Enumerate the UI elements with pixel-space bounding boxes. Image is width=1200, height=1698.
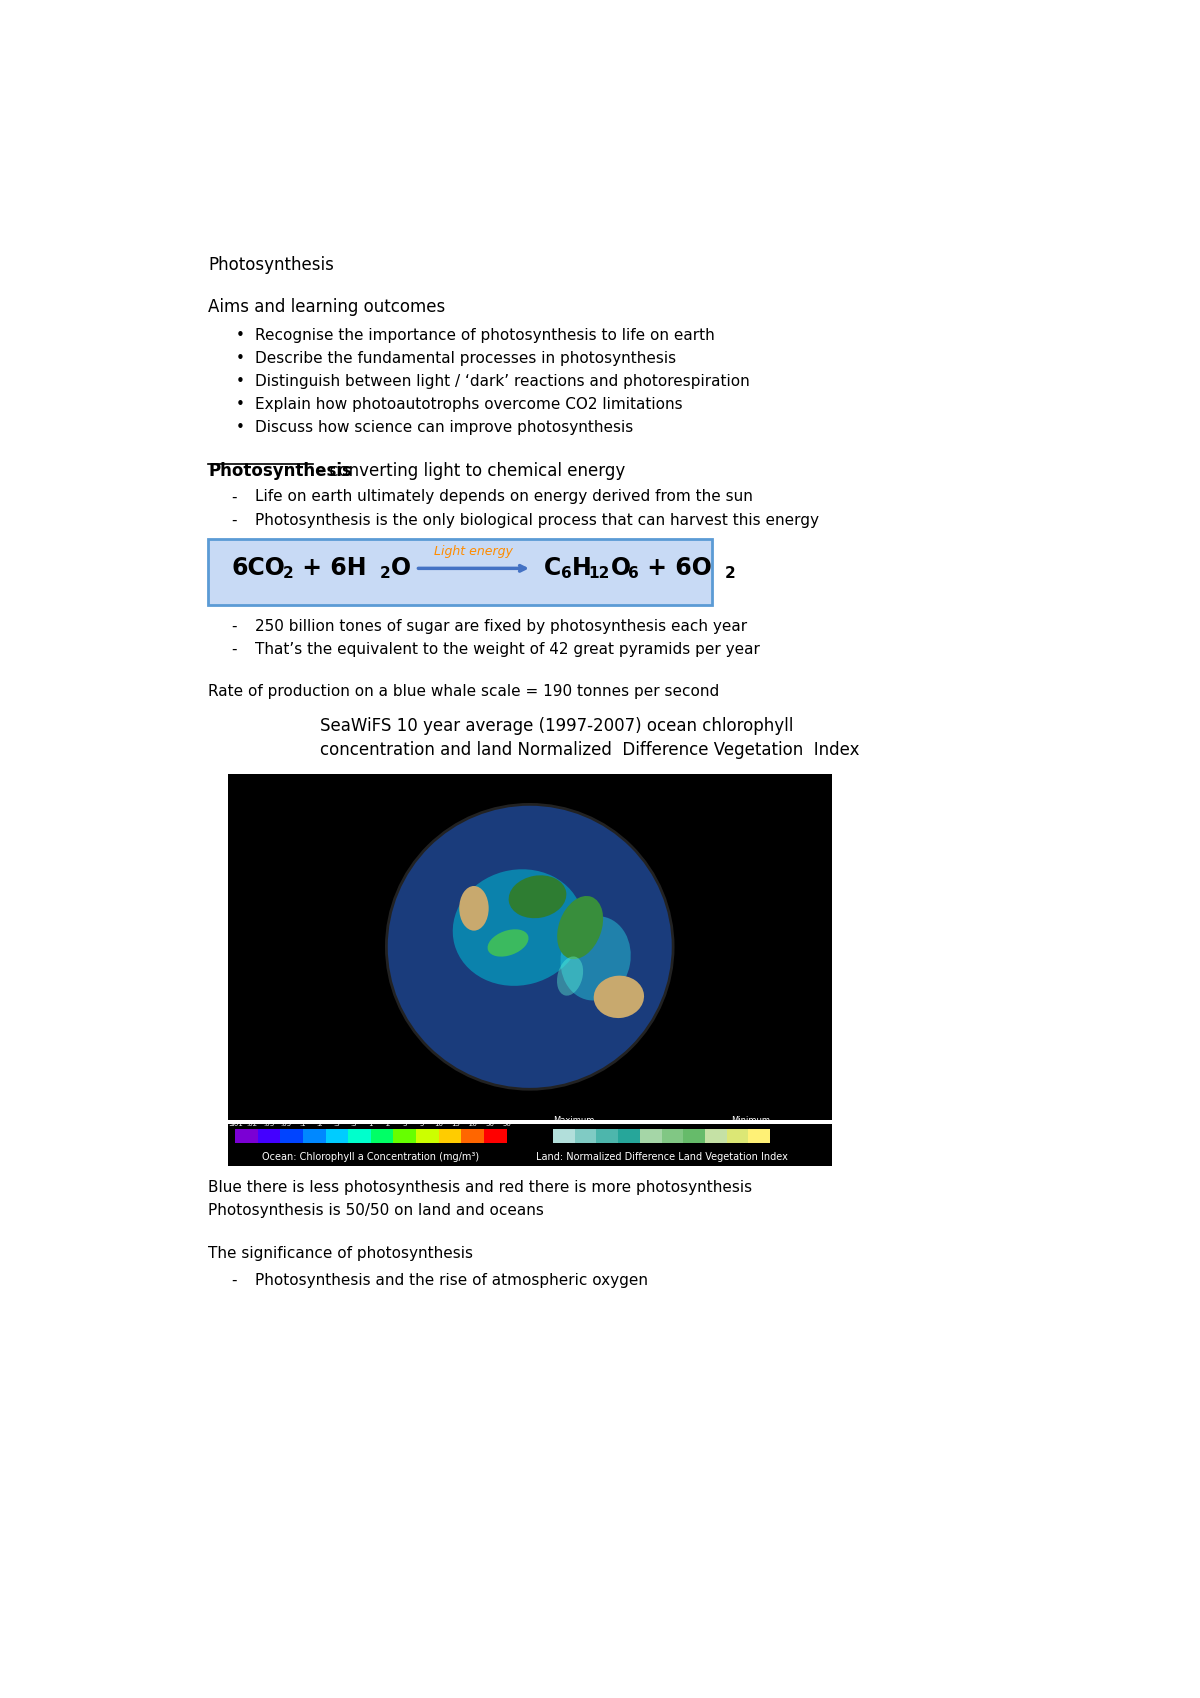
Text: Photosynthesis: Photosynthesis: [208, 256, 334, 273]
Text: ≤01: ≤01: [228, 1121, 242, 1127]
Bar: [439, 1129, 461, 1143]
Bar: [228, 774, 832, 1121]
Text: Describe the fundamental processes in photosynthesis: Describe the fundamental processes in ph…: [254, 351, 676, 365]
Bar: [325, 1129, 348, 1143]
Text: .5: .5: [350, 1121, 358, 1127]
Text: Explain how photoautotrophs overcome CO2 limitations: Explain how photoautotrophs overcome CO2…: [254, 397, 683, 413]
FancyBboxPatch shape: [208, 540, 712, 604]
Bar: [228, 1124, 832, 1167]
Ellipse shape: [557, 956, 583, 995]
Bar: [304, 1129, 325, 1143]
Bar: [235, 1129, 258, 1143]
Bar: [575, 1129, 596, 1143]
Text: 2: 2: [283, 565, 294, 581]
Text: .1: .1: [300, 1121, 306, 1127]
Text: That’s the equivalent to the weight of 42 great pyramids per year: That’s the equivalent to the weight of 4…: [254, 642, 760, 657]
Bar: [553, 1129, 575, 1143]
Ellipse shape: [560, 917, 631, 1000]
Bar: [484, 1129, 506, 1143]
Text: H: H: [571, 557, 592, 581]
Text: Ocean: Chlorophyll a Concentration (mg/m³): Ocean: Chlorophyll a Concentration (mg/m…: [263, 1151, 480, 1161]
Text: + 6H: + 6H: [294, 557, 366, 581]
Text: Rate of production on a blue whale scale = 190 tonnes per second: Rate of production on a blue whale scale…: [208, 684, 719, 700]
Bar: [348, 1129, 371, 1143]
Text: 30: 30: [485, 1121, 494, 1127]
Text: •: •: [235, 419, 244, 435]
Text: concentration and land Normalized  Difference Vegetation  Index: concentration and land Normalized Differ…: [320, 742, 860, 759]
Text: Photosynthesis is 50/50 on land and oceans: Photosynthesis is 50/50 on land and ocea…: [208, 1204, 544, 1217]
Text: 15: 15: [451, 1121, 460, 1127]
Ellipse shape: [487, 929, 528, 956]
Text: Life on earth ultimately depends on energy derived from the sun: Life on earth ultimately depends on ener…: [254, 489, 752, 504]
Text: Minimum: Minimum: [731, 1117, 770, 1126]
Text: Photosynthesis: Photosynthesis: [208, 462, 352, 481]
Text: Recognise the importance of photosynthesis to life on earth: Recognise the importance of photosynthes…: [254, 328, 714, 343]
Text: 6: 6: [628, 565, 638, 581]
Text: + 6O: + 6O: [640, 557, 713, 581]
Text: -: -: [232, 618, 236, 633]
Text: 1: 1: [368, 1121, 373, 1127]
Text: SeaWiFS 10 year average (1997-2007) ocean chlorophyll: SeaWiFS 10 year average (1997-2007) ocea…: [320, 717, 794, 735]
Bar: [683, 1129, 704, 1143]
Bar: [661, 1129, 683, 1143]
Text: .05: .05: [281, 1121, 292, 1127]
Bar: [394, 1129, 416, 1143]
Text: 2: 2: [379, 565, 390, 581]
Text: - converting light to chemical energy: - converting light to chemical energy: [313, 462, 625, 481]
Bar: [640, 1129, 661, 1143]
Text: Maximum: Maximum: [553, 1117, 594, 1126]
Text: -: -: [232, 1272, 236, 1287]
Text: Discuss how science can improve photosynthesis: Discuss how science can improve photosyn…: [254, 419, 632, 435]
Bar: [258, 1129, 281, 1143]
Text: 250 billion tones of sugar are fixed by photosynthesis each year: 250 billion tones of sugar are fixed by …: [254, 618, 746, 633]
Text: •: •: [235, 397, 244, 413]
Bar: [281, 1129, 304, 1143]
Text: Blue there is less photosynthesis and red there is more photosynthesis: Blue there is less photosynthesis and re…: [208, 1180, 752, 1195]
Text: .03: .03: [264, 1121, 275, 1127]
Bar: [416, 1129, 439, 1143]
Text: 10: 10: [434, 1121, 443, 1127]
Text: .2: .2: [317, 1121, 323, 1127]
Text: 50: 50: [502, 1121, 511, 1127]
Bar: [461, 1129, 484, 1143]
Bar: [726, 1129, 749, 1143]
Text: 20: 20: [468, 1121, 478, 1127]
Text: •: •: [235, 374, 244, 389]
Ellipse shape: [460, 886, 488, 931]
Text: 6CO: 6CO: [232, 557, 286, 581]
Bar: [371, 1129, 394, 1143]
Bar: [618, 1129, 640, 1143]
Text: 6: 6: [560, 565, 571, 581]
Text: 2: 2: [385, 1121, 390, 1127]
Circle shape: [386, 805, 673, 1088]
Text: 5: 5: [420, 1121, 424, 1127]
Ellipse shape: [594, 976, 644, 1019]
Text: .3: .3: [334, 1121, 341, 1127]
Text: Photosynthesis and the rise of atmospheric oxygen: Photosynthesis and the rise of atmospher…: [254, 1272, 648, 1287]
Bar: [596, 1129, 618, 1143]
Bar: [749, 1129, 770, 1143]
Text: 12: 12: [589, 565, 610, 581]
Text: 3: 3: [402, 1121, 407, 1127]
Ellipse shape: [509, 874, 566, 919]
Text: C: C: [544, 557, 560, 581]
Text: -: -: [232, 513, 236, 528]
Text: -: -: [232, 642, 236, 657]
Text: O: O: [611, 557, 631, 581]
Text: Aims and learning outcomes: Aims and learning outcomes: [208, 299, 445, 316]
Text: The significance of photosynthesis: The significance of photosynthesis: [208, 1246, 473, 1260]
Text: .02: .02: [247, 1121, 258, 1127]
Text: O: O: [391, 557, 410, 581]
Ellipse shape: [452, 869, 583, 987]
Text: •: •: [235, 351, 244, 365]
Text: -: -: [232, 489, 236, 504]
Text: Distinguish between light / ‘dark’ reactions and photorespiration: Distinguish between light / ‘dark’ react…: [254, 374, 749, 389]
Ellipse shape: [557, 897, 604, 959]
Text: 2: 2: [725, 565, 736, 581]
Text: Light energy: Light energy: [434, 545, 514, 559]
Text: Land: Normalized Difference Land Vegetation Index: Land: Normalized Difference Land Vegetat…: [535, 1151, 787, 1161]
Bar: [704, 1129, 727, 1143]
Text: Photosynthesis is the only biological process that can harvest this energy: Photosynthesis is the only biological pr…: [254, 513, 818, 528]
Text: •: •: [235, 328, 244, 343]
